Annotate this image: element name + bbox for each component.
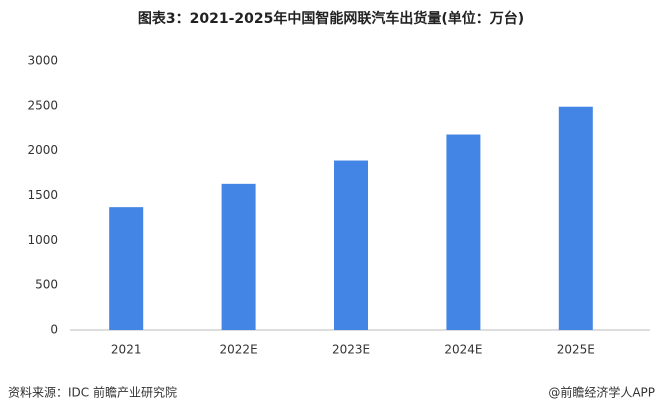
- x-tick-label: 2024E: [444, 343, 482, 357]
- x-tick-label: 2021: [111, 343, 142, 357]
- x-tick-label: 2023E: [332, 343, 370, 357]
- y-tick-label: 0: [50, 323, 58, 337]
- bar: [221, 183, 256, 330]
- y-tick-label: 2500: [27, 98, 58, 112]
- bar: [558, 106, 593, 330]
- bar: [109, 207, 144, 330]
- bar: [334, 160, 368, 330]
- x-tick-label: 2022E: [220, 343, 258, 357]
- source-note: 资料来源：IDC 前瞻产业研究院: [8, 385, 177, 400]
- y-tick-label: 1000: [27, 233, 58, 247]
- y-tick-label: 2000: [27, 143, 58, 157]
- y-tick-label: 500: [35, 278, 58, 292]
- credit-note: @前瞻经济学人APP: [548, 385, 655, 400]
- x-tick-label: 2025E: [557, 343, 595, 357]
- y-tick-label: 3000: [27, 54, 58, 68]
- bar: [446, 134, 481, 330]
- y-tick-label: 1500: [27, 188, 58, 202]
- chart-title: 图表3：2021-2025年中国智能网联汽车出货量(单位：万台): [138, 10, 524, 27]
